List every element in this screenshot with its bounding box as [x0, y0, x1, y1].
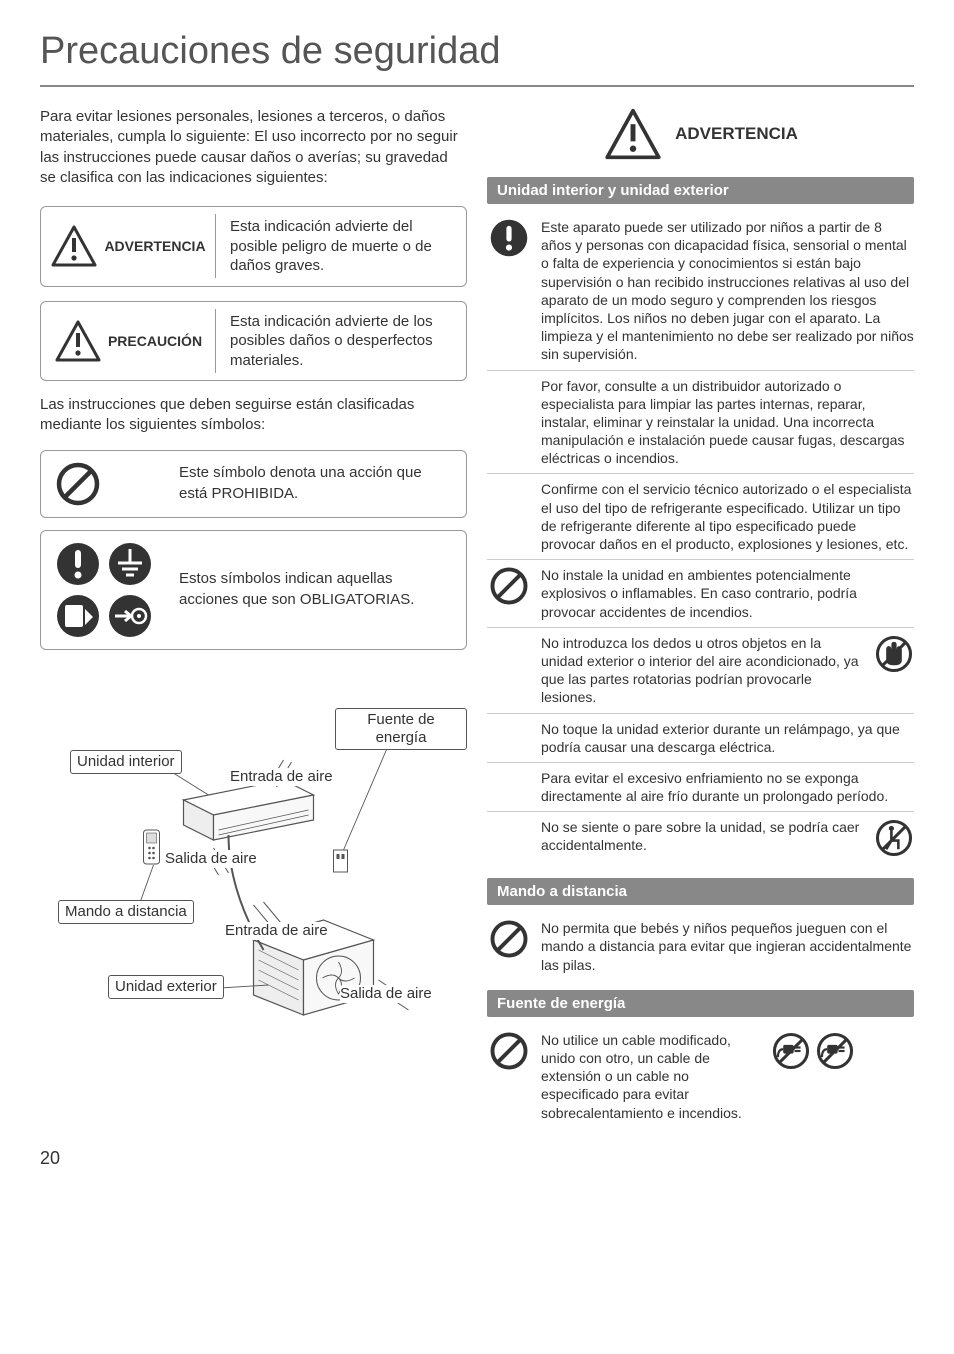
- diagram-airin-2: Entrada de aire: [225, 922, 328, 940]
- item-text: No instale la unidad en ambientes potenc…: [541, 566, 914, 621]
- diagram-airout-1: Salida de aire: [165, 850, 257, 868]
- section-body-0: Este aparato puede ser utilizado por niñ…: [487, 212, 914, 864]
- mandatory-icon: [489, 218, 529, 258]
- prohibit-symbol-box: Este símbolo denota una acción que está …: [40, 450, 467, 518]
- prohibit-icon: [55, 461, 101, 507]
- section-bar-remote: Mando a distancia: [487, 878, 914, 905]
- diagram-airout-2: Salida de aire: [340, 985, 432, 1003]
- safety-item: No introduzca los dedos u otros objetos …: [487, 628, 914, 714]
- prohibit-icon: [489, 566, 529, 606]
- safety-item: No instale la unidad en ambientes potenc…: [487, 560, 914, 628]
- warning-header: ADVERTENCIA: [487, 107, 914, 161]
- section-bar-indoor-outdoor: Unidad interior y unidad exterior: [487, 177, 914, 204]
- item-text: No utilice un cable modificado, unido co…: [541, 1031, 761, 1122]
- warning-header-icon: [603, 107, 663, 161]
- safety-item: No toque la unidad exterior durante un r…: [487, 714, 914, 763]
- prohibit-text: Este símbolo denota una acción que está …: [179, 463, 452, 504]
- page-title: Precauciones de seguridad: [40, 30, 914, 73]
- safety-item: No utilice un cable modificado, unido co…: [487, 1025, 914, 1128]
- safety-item: Para evitar el excesivo enfriamiento no …: [487, 763, 914, 812]
- system-diagram: Unidad interior Mando a distancia Unidad…: [40, 690, 467, 1030]
- diagram-power-label: Fuente de energía: [335, 708, 467, 750]
- no-finger-icon: [874, 634, 914, 674]
- title-rule: [40, 85, 914, 87]
- warning-class-box: ADVERTENCIA Esta indicación advierte del…: [40, 206, 467, 287]
- safety-item: Este aparato puede ser utilizado por niñ…: [487, 212, 914, 371]
- safety-item: No permita que bebés y niños pequeños ju…: [487, 913, 914, 980]
- item-text: Para evitar el excesivo enfriamiento no …: [541, 769, 914, 805]
- section-bar-power: Fuente de energía: [487, 990, 914, 1017]
- symbol-note: Las instrucciones que deben seguirse est…: [40, 395, 467, 436]
- safety-item: Por favor, consulte a un distribuidor au…: [487, 371, 914, 475]
- prohibit-icon: [489, 1031, 529, 1071]
- intro-text: Para evitar lesiones personales, lesione…: [40, 107, 467, 188]
- safety-item: Confirme con el servicio técnico autoriz…: [487, 474, 914, 560]
- caution-desc: Esta indicación advierte de los posibles…: [216, 302, 466, 381]
- diagram-remote-label: Mando a distancia: [58, 900, 194, 924]
- right-column: ADVERTENCIA Unidad interior y unidad ext…: [487, 107, 914, 1128]
- section-body-2: No utilice un cable modificado, unido co…: [487, 1025, 914, 1128]
- item-text: No introduzca los dedos u otros objetos …: [541, 634, 864, 707]
- mandatory-symbol-box: Estos símbolos indican aquellas acciones…: [40, 530, 467, 650]
- mandatory-icon: [55, 541, 101, 587]
- caution-label: PRECAUCIÓN: [108, 333, 202, 349]
- item-text: Confirme con el servicio técnico autoriz…: [541, 480, 914, 553]
- mandatory-text: Estos símbolos indican aquellas acciones…: [179, 569, 452, 610]
- diagram-indoor-label: Unidad interior: [70, 750, 182, 774]
- warning-desc: Esta indicación advierte del posible pel…: [216, 207, 466, 286]
- left-column: Para evitar lesiones personales, lesione…: [40, 107, 467, 1128]
- action1-icon: [55, 593, 101, 639]
- warning-header-label: ADVERTENCIA: [675, 124, 798, 144]
- warning-label: ADVERTENCIA: [104, 238, 205, 254]
- no-sit-icon: [874, 818, 914, 858]
- diagram-outdoor-label: Unidad exterior: [108, 975, 224, 999]
- item-text: No se siente o pare sobre la unidad, se …: [541, 818, 864, 854]
- diagram-airin-1: Entrada de aire: [230, 768, 333, 786]
- no-plug-icon: [815, 1031, 855, 1071]
- prohibit-icon: [489, 919, 529, 959]
- ground-icon: [107, 541, 153, 587]
- item-text: No permita que bebés y niños pequeños ju…: [541, 919, 914, 974]
- warning-triangle-icon: [50, 224, 98, 268]
- caution-class-box: PRECAUCIÓN Esta indicación advierte de l…: [40, 301, 467, 382]
- item-text: No toque la unidad exterior durante un r…: [541, 720, 914, 756]
- item-text: Por favor, consulte a un distribuidor au…: [541, 377, 914, 468]
- caution-triangle-icon: [54, 319, 102, 363]
- section-body-1: No permita que bebés y niños pequeños ju…: [487, 913, 914, 980]
- item-text: Este aparato puede ser utilizado por niñ…: [541, 218, 914, 364]
- action2-icon: [107, 593, 153, 639]
- page-number: 20: [40, 1148, 914, 1169]
- no-plug-icon: [771, 1031, 811, 1071]
- safety-item: No se siente o pare sobre la unidad, se …: [487, 812, 914, 864]
